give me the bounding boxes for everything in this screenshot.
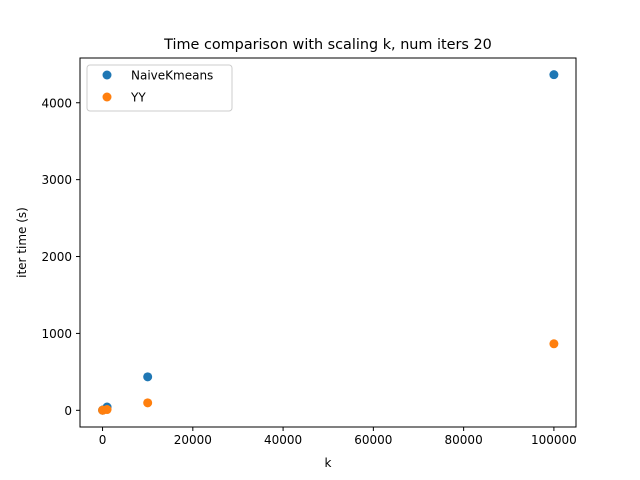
x-tick-label: 20000	[174, 433, 212, 447]
y-tick-label: 2000	[41, 250, 72, 264]
data-point-yy	[549, 339, 559, 349]
legend-marker-yy	[102, 92, 112, 102]
x-tick-label: 40000	[264, 433, 302, 447]
y-axis: 0 1000 2000 3000 4000	[41, 96, 80, 418]
y-axis-label: iter time (s)	[15, 207, 29, 278]
x-tick-label: 80000	[445, 433, 483, 447]
legend-label-yy: YY	[130, 91, 146, 105]
legend-marker-naivekmeans	[102, 70, 112, 80]
chart-title: Time comparison with scaling k, num iter…	[163, 37, 492, 53]
legend-box	[86, 64, 233, 112]
x-tick-label: 0	[99, 433, 107, 447]
x-tick-label: 60000	[354, 433, 392, 447]
x-tick-label: 100000	[531, 433, 577, 447]
legend: NaiveKmeans YY	[86, 64, 233, 112]
legend-label-naivekmeans: NaiveKmeans	[131, 69, 213, 83]
x-axis: 0 20000 40000 60000 80000 100000	[99, 427, 577, 447]
y-tick-label: 1000	[41, 327, 72, 341]
y-tick-label: 0	[64, 404, 72, 418]
y-tick-label: 4000	[41, 96, 72, 110]
data-point-naivekmeans	[549, 70, 559, 80]
y-tick-label: 3000	[41, 173, 72, 187]
data-point-yy	[102, 405, 112, 415]
x-axis-label: k	[325, 456, 332, 470]
data-point-naivekmeans	[143, 372, 153, 382]
plot-area	[98, 70, 559, 415]
data-point-yy	[143, 398, 153, 408]
plot-frame	[79, 57, 577, 428]
